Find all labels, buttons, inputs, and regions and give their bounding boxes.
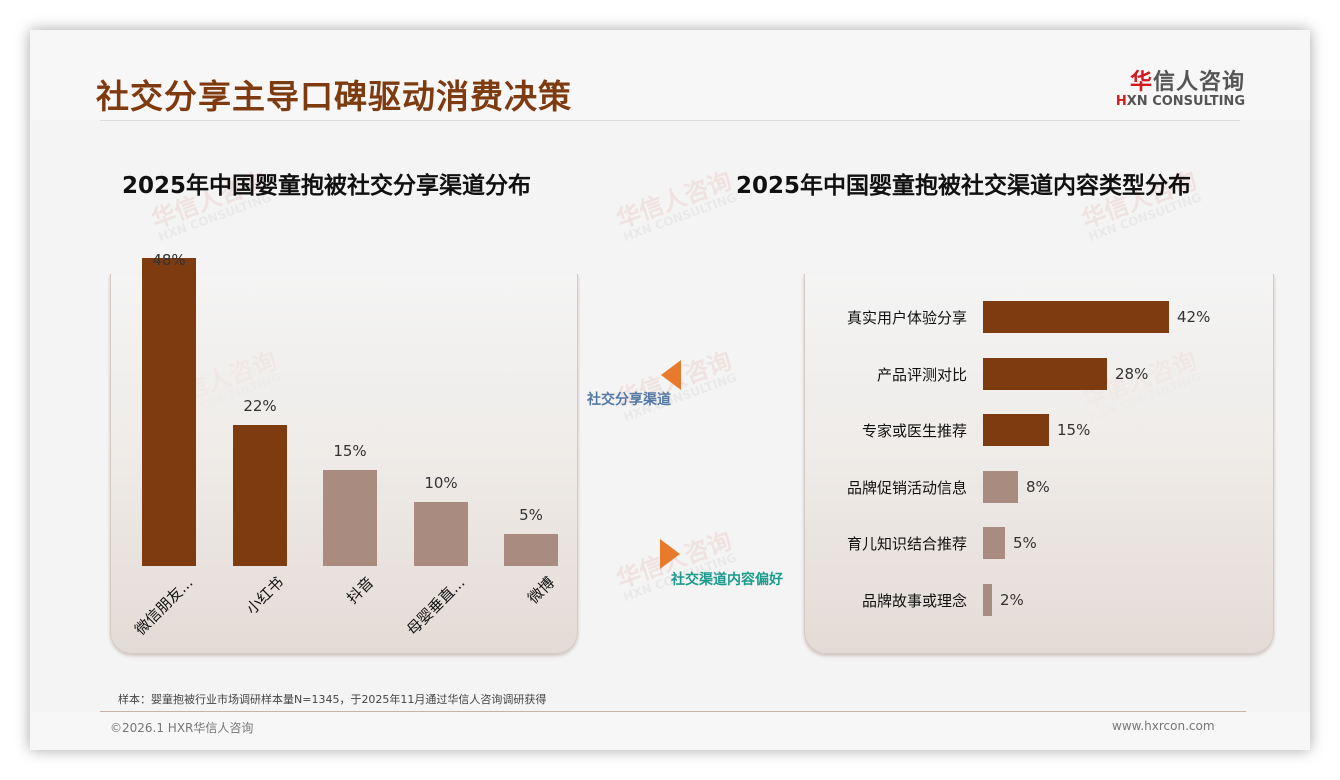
right-chart-panel (804, 274, 1274, 654)
watermark-en: HXN CONSULTING (621, 190, 739, 245)
slide: 社交分享主导口碑驱动消费决策 华信人咨询 HXN CONSULTING 华信人咨… (30, 30, 1310, 750)
logo-text: 信人咨询 (1152, 70, 1245, 95)
bar (414, 502, 468, 566)
bar-value-label: 5% (519, 506, 543, 524)
logo-chinese: 华信人咨询 (1110, 64, 1245, 96)
logo-en-mark: H (1115, 94, 1127, 109)
bar (983, 527, 1005, 559)
sample-footnote: 样本：婴童抱被行业市场调研样本量N=1345，于2025年11月通过华信人咨询调… (118, 693, 547, 706)
category-label: 品牌促销活动信息 (846, 479, 967, 497)
bar-value-label: 48% (152, 251, 186, 269)
bar-value-label: 8% (1026, 478, 1050, 496)
logo-mark: 华 (1129, 70, 1153, 95)
arrow-right-icon (660, 539, 680, 569)
title-divider (100, 120, 1240, 121)
bar (983, 584, 992, 616)
bar-value-label: 28% (1115, 365, 1149, 383)
bar-value-label: 42% (1177, 308, 1211, 326)
bar-value-label: 22% (243, 397, 277, 415)
connector-label-channels: 社交分享渠道 (587, 392, 671, 408)
arrow-left-icon (661, 360, 681, 390)
website-link[interactable]: www.hxrcon.com (1112, 719, 1215, 733)
right-chart-title: 2025年中国婴童抱被社交渠道内容类型分布 (736, 173, 1192, 199)
bar (983, 471, 1018, 503)
bar-value-label: 15% (1057, 421, 1091, 439)
copyright: ©2026.1 HXR华信人咨询 (110, 721, 254, 735)
company-logo: 华信人咨询 HXN CONSULTING (1110, 64, 1245, 109)
watermark-cn: 华信人咨询 (612, 166, 736, 234)
category-label: 专家或医生推荐 (861, 422, 967, 440)
left-chart-title: 2025年中国婴童抱被社交分享渠道分布 (122, 173, 532, 199)
bar (983, 358, 1107, 390)
bar (983, 414, 1049, 446)
bar-value-label: 10% (424, 474, 458, 492)
bar-value-label: 2% (1000, 591, 1024, 609)
bar (504, 534, 558, 566)
bar-value-label: 5% (1013, 534, 1037, 552)
logo-english: HXN CONSULTING (1110, 94, 1245, 109)
header-band (30, 30, 1310, 120)
footer-divider (100, 711, 1246, 712)
bar (142, 258, 196, 566)
bar-value-label: 15% (333, 442, 367, 460)
bar (983, 301, 1169, 333)
category-label: 育儿知识结合推荐 (846, 535, 967, 553)
category-label: 产品评测对比 (876, 366, 967, 384)
footer-band (30, 712, 1310, 750)
page-title: 社交分享主导口碑驱动消费决策 (96, 77, 572, 116)
category-label: 品牌故事或理念 (861, 592, 967, 610)
bar (323, 470, 377, 566)
logo-en-text: XN CONSULTING (1126, 94, 1245, 109)
category-label: 真实用户体验分享 (846, 309, 967, 327)
connector-label-content: 社交渠道内容偏好 (671, 572, 783, 588)
bar (233, 425, 287, 566)
